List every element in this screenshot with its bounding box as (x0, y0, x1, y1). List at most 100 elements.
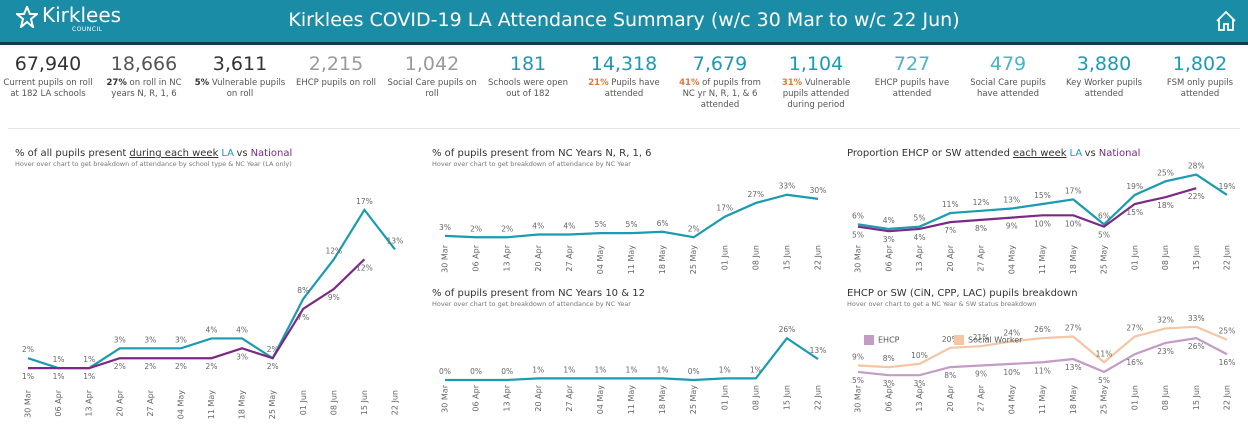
value-label: 10% (1003, 368, 1020, 377)
x-tick-label: 15 Jun (782, 245, 791, 270)
value-label: 1% (532, 365, 544, 374)
kpi-label-text: Vulnerable pupils attended during period (782, 78, 851, 110)
value-label: 21% (973, 333, 990, 342)
chart-title: % of all pupils present during each week L… (15, 148, 292, 159)
series-line (445, 336, 819, 382)
x-tick-label: 25 May (689, 245, 698, 275)
value-label: 32% (1157, 315, 1174, 324)
kpi-label-text: Key Worker pupils attended (1065, 78, 1143, 99)
value-label: 16% (1126, 358, 1143, 367)
kpi-label: Key Worker pupils attended (1058, 78, 1150, 100)
x-tick-label: 04 May (596, 245, 605, 275)
kpi-label: Current pupils on roll at 182 LA schools (2, 78, 94, 100)
x-tick-label: 06 Apr (472, 384, 481, 411)
title-part: during each week (129, 148, 218, 159)
series-line (857, 336, 1228, 377)
legend-label: Social Worker (968, 336, 1023, 345)
x-tick-label: 13 Apr (915, 244, 924, 271)
x-tick-label: 20 Apr (946, 244, 955, 271)
logo-icon (16, 6, 38, 28)
header: Kirklees COUNCIL Kirklees COVID-19 LA At… (0, 0, 1248, 45)
value-label: 19% (1126, 182, 1143, 191)
value-label: 1% (563, 365, 575, 374)
value-label: 12% (356, 263, 373, 272)
x-tick-label: 08 Jun (751, 245, 760, 270)
kpi: 7,679 41% of pupils from NC yr N, R, 1, &… (674, 52, 766, 111)
title-part: % of pupils present from NC Years N, R, … (432, 148, 652, 159)
value-label: 1% (626, 365, 638, 374)
value-label: 16% (1219, 358, 1236, 367)
value-label: 33% (1188, 314, 1205, 323)
value-label: 5% (852, 231, 864, 240)
x-tick-label: 15 Jun (1192, 385, 1201, 410)
kpi: 1,104 31% Vulnerable pupils attended duri… (770, 52, 862, 111)
value-label: 4% (914, 233, 926, 242)
value-label: 7% (297, 313, 309, 322)
x-tick-label: 25 May (268, 390, 277, 420)
x-tick-label: 27 Apr (565, 384, 574, 411)
kpi-label-text: Current pupils on roll at 182 LA schools (3, 78, 93, 99)
value-label: 1% (657, 365, 669, 374)
kpi-label: 41% of pupils from NC yr N, R, 1, & 6 at… (674, 78, 766, 111)
x-tick-label: 27 Apr (977, 244, 986, 271)
value-label: 2% (114, 362, 126, 371)
value-label: 4% (563, 222, 575, 231)
kpi-label-text: FSM only pupils attended (1166, 78, 1234, 99)
home-button[interactable] (1214, 9, 1238, 33)
value-label: 4% (532, 222, 544, 231)
value-label: 3% (236, 352, 248, 361)
kpi: 3,880 Key Worker pupils attended (1058, 52, 1150, 111)
value-label: 33% (779, 182, 796, 191)
value-label: 4% (206, 325, 218, 334)
kpi: 67,940 Current pupils on roll at 182 LA s… (2, 52, 94, 111)
value-label: 25% (1219, 327, 1236, 336)
x-tick-label: 06 Apr (472, 244, 481, 271)
value-label: 2% (175, 362, 187, 371)
value-label: 3% (175, 335, 187, 344)
kpi-label: FSM only pupils attended (1154, 78, 1246, 100)
kpi-label: Social Care pupils on roll (386, 78, 478, 100)
chart-title: % of pupils present from NC Years N, R, … (432, 148, 652, 159)
kpi-label-text: of pupils from NC yr N, R, 1, & 6 attend… (682, 78, 761, 110)
value-label: 15% (1034, 191, 1051, 200)
value-label: 9% (328, 293, 340, 302)
legend-swatch (864, 335, 874, 345)
kpi-label-text: on roll in NC years N, R, 1, 6 (111, 78, 182, 99)
x-tick-label: 11 May (207, 390, 216, 420)
x-tick-label: 04 May (176, 390, 185, 420)
value-label: 10% (1034, 219, 1051, 228)
x-tick-label: 30 Mar (854, 244, 863, 273)
value-label: 10% (911, 351, 928, 360)
x-tick-label: 22 Jun (814, 245, 823, 270)
x-tick-label: 01 Jun (1130, 385, 1139, 410)
x-tick-label: 13 Apr (503, 384, 512, 411)
kpi-value: 479 (989, 53, 1027, 75)
value-label: 27% (1126, 324, 1143, 333)
x-tick-label: 01 Jun (720, 245, 729, 270)
x-tick-label: 04 May (1007, 385, 1016, 415)
legend-label: EHCP (878, 336, 900, 345)
value-label: 1% (22, 372, 34, 381)
x-tick-label: 13 Apr (503, 244, 512, 271)
chart-title: Proportion EHCP or SW attended each week L… (847, 148, 1140, 159)
kpi: 14,318 21% Pupils have attended (578, 52, 670, 111)
value-label: 3% (144, 335, 156, 344)
value-label: 1% (719, 365, 731, 374)
kpi: 3,611 5% Vulnerable pupils on roll (194, 52, 286, 111)
kpi: 2,215 EHCP pupils on roll (290, 52, 382, 111)
value-label: 12% (973, 198, 990, 207)
value-label: 2% (470, 224, 482, 233)
value-label: 2% (22, 345, 34, 354)
chart-subtitle: Hover over chart to get breakdown of att… (432, 160, 631, 168)
kpi-value: 2,215 (308, 53, 364, 75)
kpi-label: EHCP pupils on roll (290, 78, 382, 89)
value-label: 26% (1034, 325, 1051, 334)
x-tick-label: 18 May (1069, 385, 1078, 415)
value-label: 8% (975, 224, 987, 233)
value-label: 13% (1003, 196, 1020, 205)
value-label: 19% (1219, 182, 1236, 191)
kpi-value: 1,042 (404, 53, 460, 75)
title-part: vs (236, 148, 247, 159)
